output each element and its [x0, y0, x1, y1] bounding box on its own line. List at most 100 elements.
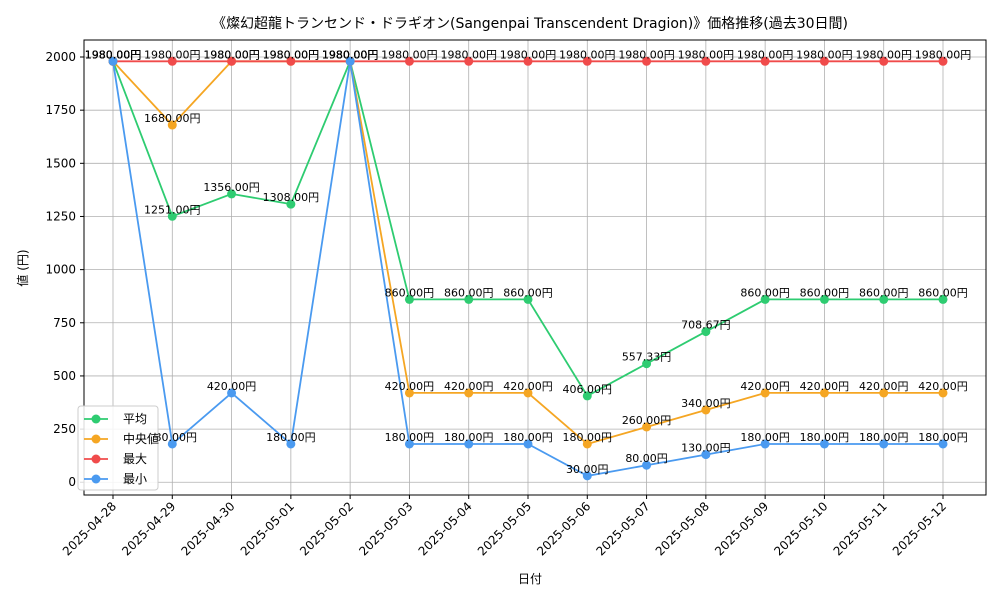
- data-label: 557.33円: [622, 351, 672, 364]
- plot-frame: [83, 39, 987, 496]
- data-label: 1980.00円: [322, 48, 379, 61]
- data-label: 1980.00円: [203, 48, 260, 61]
- data-label: 1356.00円: [203, 181, 260, 194]
- data-point: [404, 294, 414, 304]
- data-point: [582, 56, 592, 66]
- data-label: 420.00円: [385, 380, 435, 393]
- data-point: [701, 405, 711, 415]
- data-point: [108, 56, 118, 66]
- chart-title: 《燦幻超龍トランセンド・ドラギオン(Sangenpai Transcendent…: [212, 15, 848, 32]
- legend-label: 最大: [123, 452, 147, 466]
- data-point: [227, 56, 237, 66]
- data-label: 1980.00円: [678, 48, 735, 61]
- data-point: [819, 56, 829, 66]
- x-tick-label: 2025-05-11: [831, 499, 890, 558]
- data-label: 130.00円: [681, 442, 731, 455]
- data-point: [701, 327, 711, 337]
- data-point: [167, 56, 177, 66]
- data-point: [523, 388, 533, 398]
- data-label: 180.00円: [800, 431, 850, 444]
- data-label: 1980.00円: [85, 48, 142, 61]
- grid: [84, 40, 986, 495]
- data-label: 180.00円: [740, 431, 790, 444]
- data-label: 860.00円: [444, 286, 494, 299]
- data-label: 420.00円: [918, 380, 968, 393]
- data-point: [167, 439, 177, 449]
- legend-box: [77, 405, 159, 491]
- data-point: [404, 56, 414, 66]
- data-label: 420.00円: [800, 380, 850, 393]
- data-label: 180.00円: [148, 431, 198, 444]
- data-label: 1980.00円: [85, 48, 142, 61]
- x-tick-label: 2025-05-09: [712, 499, 771, 558]
- data-point: [938, 294, 948, 304]
- data-label: 1251.00円: [144, 203, 201, 216]
- data-point: [227, 388, 237, 398]
- data-label: 1980.00円: [618, 48, 675, 61]
- data-point: [701, 450, 711, 460]
- data-label: 1980.00円: [915, 48, 972, 61]
- data-point: [345, 56, 355, 66]
- data-label: 1980.00円: [144, 48, 201, 61]
- y-tick-label: 750: [53, 316, 76, 330]
- data-label: 1980.00円: [263, 48, 320, 61]
- y-tick-label: 1250: [45, 209, 76, 223]
- x-tick-label: 2025-05-12: [890, 499, 949, 558]
- data-label: 406.00円: [563, 383, 613, 396]
- data-label: 1980.00円: [500, 48, 557, 61]
- data-point: [464, 56, 474, 66]
- data-point: [642, 359, 652, 369]
- x-tick-label: 2025-04-30: [178, 499, 237, 558]
- data-point: [938, 56, 948, 66]
- legend-swatch-marker: [91, 474, 101, 484]
- data-label: 30.00円: [566, 463, 609, 476]
- data-label: 860.00円: [740, 286, 790, 299]
- data-point: [760, 56, 770, 66]
- data-point: [523, 294, 533, 304]
- x-tick-label: 2025-05-05: [475, 499, 534, 558]
- data-label: 180.00円: [503, 431, 553, 444]
- legend-swatch-marker: [91, 454, 101, 464]
- data-label: 1980.00円: [559, 48, 616, 61]
- data-point: [760, 439, 770, 449]
- x-axis-ticks: 2025-04-28 2025-04-29 2025-04-30 2025-05-01…: [60, 495, 949, 558]
- data-label: 420.00円: [503, 380, 553, 393]
- data-point: [464, 294, 474, 304]
- legend-label: 中央値: [123, 431, 159, 446]
- data-point: [523, 56, 533, 66]
- data-point: [523, 439, 533, 449]
- x-tick-label: 2025-05-08: [653, 499, 712, 558]
- data-point: [286, 439, 296, 449]
- legend-swatch-marker: [91, 414, 101, 424]
- series-group: [108, 56, 948, 481]
- data-label: 860.00円: [503, 286, 553, 299]
- data-point: [819, 439, 829, 449]
- data-point: [642, 56, 652, 66]
- data-label: 1680.00円: [144, 112, 201, 125]
- data-label: 1308.00円: [263, 191, 320, 204]
- data-point: [404, 439, 414, 449]
- data-point: [582, 391, 592, 401]
- data-label: 420.00円: [859, 380, 909, 393]
- data-point: [879, 439, 889, 449]
- x-tick-label: 2025-05-01: [238, 499, 297, 558]
- data-point: [938, 388, 948, 398]
- data-label: 180.00円: [444, 431, 494, 444]
- data-point: [760, 294, 770, 304]
- data-label: 1980.00円: [263, 48, 320, 61]
- data-point: [701, 56, 711, 66]
- x-tick-label: 2025-04-28: [60, 499, 119, 558]
- x-tick-label: 2025-05-07: [593, 499, 652, 558]
- y-axis-label: 値 (円): [15, 249, 30, 286]
- data-point: [819, 294, 829, 304]
- data-point: [286, 199, 296, 209]
- data-point: [582, 471, 592, 481]
- data-point: [404, 388, 414, 398]
- data-point: [760, 388, 770, 398]
- data-label: 180.00円: [385, 431, 435, 444]
- data-label: 1980.00円: [85, 48, 142, 61]
- data-point: [464, 388, 474, 398]
- data-point: [819, 388, 829, 398]
